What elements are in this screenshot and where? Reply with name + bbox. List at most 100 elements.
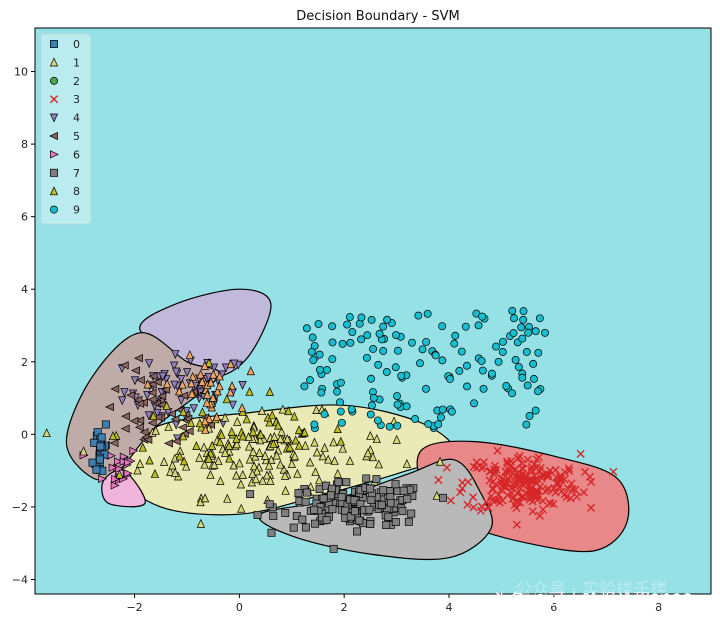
- data-point-class-1: [257, 406, 267, 415]
- data-point-class-9: [306, 376, 314, 385]
- data-point-class-9: [474, 321, 483, 330]
- plot-area: [34, 27, 712, 595]
- data-point-class-7: [366, 484, 375, 493]
- data-point-orange: [196, 369, 205, 379]
- data-point-class-4: [176, 375, 186, 385]
- data-point-class-9: [338, 339, 347, 348]
- data-point-class-3: [579, 488, 588, 497]
- legend-label: 6: [73, 148, 80, 161]
- legend-label: 3: [73, 93, 80, 106]
- data-point-class-6: [114, 457, 123, 466]
- data-point-class-9: [322, 366, 331, 374]
- data-point-class-7: [328, 505, 337, 514]
- data-point-class-5: [109, 438, 119, 448]
- data-point-class-1: [168, 460, 177, 470]
- data-point-class-8: [294, 425, 304, 435]
- data-point-class-1: [374, 459, 383, 469]
- data-point-orange: [143, 379, 152, 389]
- data-point-class-9: [463, 361, 471, 370]
- data-point-class-5: [148, 372, 158, 381]
- data-point-class-3: [545, 466, 555, 475]
- data-point-class-5: [177, 423, 187, 432]
- data-point-class-3: [495, 498, 504, 507]
- data-point-class-9: [479, 384, 488, 393]
- data-point-class-7: [367, 496, 376, 504]
- data-point-class-8: [145, 455, 154, 465]
- data-point-class-4: [171, 350, 180, 359]
- data-point-class-1: [200, 493, 210, 503]
- y-tick-label: −2: [12, 501, 28, 514]
- data-point-class-3: [501, 467, 511, 477]
- data-point-class-7: [281, 509, 290, 517]
- data-point-class-9: [408, 338, 417, 347]
- legend-label: 5: [73, 130, 80, 143]
- data-point-orange: [226, 387, 235, 397]
- data-point-class-3: [512, 520, 521, 529]
- data-point-class-3: [571, 485, 580, 494]
- data-point-class-3: [538, 505, 548, 514]
- data-point-class-1: [249, 447, 258, 456]
- data-point-class-5: [105, 402, 114, 412]
- data-point-class-1: [260, 450, 270, 460]
- data-point-class-7: [326, 491, 335, 500]
- data-point-class-3: [507, 488, 516, 497]
- data-point-class-3: [518, 479, 527, 489]
- data-point-class-3: [488, 485, 498, 494]
- data-point-class-1: [301, 440, 310, 450]
- data-point-class-1: [220, 412, 230, 422]
- data-point-class-3: [562, 493, 571, 502]
- data-point-orange: [226, 359, 235, 369]
- data-point-class-7: [311, 519, 320, 528]
- data-point-class-1: [200, 459, 209, 469]
- data-point-class-9: [423, 309, 432, 318]
- data-point-class-8: [225, 453, 234, 463]
- data-point-class-9: [461, 322, 470, 331]
- data-point-class-3: [546, 499, 555, 508]
- data-point-class-3: [530, 459, 539, 469]
- chart-title: Decision Boundary - SVM: [296, 9, 459, 24]
- data-point-class-9: [508, 306, 517, 315]
- data-point-class-3: [567, 479, 576, 488]
- data-point-class-5: [119, 361, 129, 370]
- data-point-class-8: [108, 431, 118, 441]
- data-point-class-7: [253, 510, 262, 519]
- data-point-class-8: [198, 407, 207, 417]
- data-point-orange: [208, 392, 218, 402]
- data-point-class-0: [92, 465, 101, 474]
- data-point-class-9: [508, 389, 517, 398]
- data-point-class-8: [149, 411, 158, 421]
- data-point-class-9: [533, 387, 542, 396]
- data-point-class-7: [294, 489, 303, 498]
- data-point-class-4: [228, 400, 237, 410]
- data-point-class-6: [110, 481, 120, 490]
- y-tick-label: 2: [21, 356, 28, 369]
- data-point-class-9: [517, 323, 526, 332]
- data-point-class-1: [311, 467, 320, 477]
- data-point-class-9: [411, 415, 420, 423]
- data-point-class-3: [446, 496, 455, 505]
- data-point-class-5: [167, 409, 176, 419]
- data-point-class-3: [586, 503, 596, 512]
- data-point-class-9: [541, 328, 549, 337]
- legend-item-4: 4: [49, 112, 80, 125]
- data-point-orange: [215, 381, 224, 391]
- data-point-class-4: [238, 381, 247, 390]
- data-point-class-9: [424, 420, 433, 429]
- data-point-class-1: [216, 476, 225, 485]
- data-point-class-9: [416, 359, 424, 368]
- data-point-class-1: [310, 437, 319, 447]
- legend-item-1: 1: [49, 56, 80, 69]
- data-point-class-1: [280, 470, 290, 480]
- data-point-class-9: [494, 357, 503, 366]
- data-point-class-3: [517, 492, 527, 502]
- data-point-class-5: [135, 399, 145, 408]
- legend-label: 9: [73, 204, 80, 217]
- data-point-class-3: [487, 492, 496, 501]
- data-point-class-3: [477, 464, 486, 473]
- data-point-class-7: [353, 527, 362, 536]
- data-point-class-9: [418, 345, 427, 354]
- data-point-class-9: [379, 322, 388, 331]
- data-point-class-9: [522, 420, 531, 429]
- data-point-class-7: [403, 494, 412, 503]
- data-point-class-9: [510, 314, 518, 323]
